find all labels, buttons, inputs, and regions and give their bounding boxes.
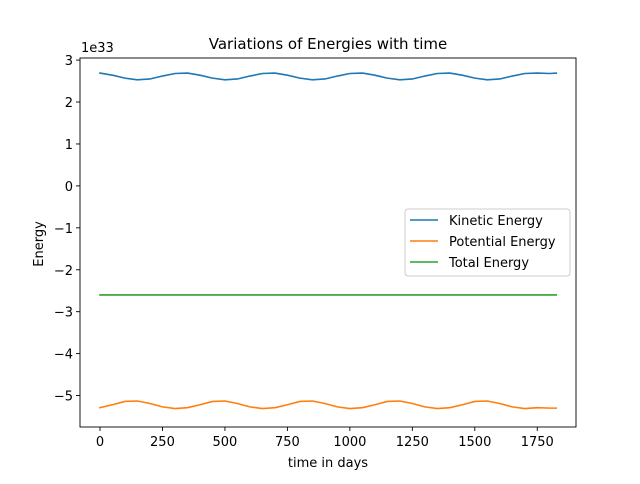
legend: Kinetic Energy Potential Energy Total Ener… <box>404 208 571 277</box>
y-axis-label: Energy <box>32 221 47 267</box>
series-line-1 <box>99 72 558 81</box>
y-tick-label: 3 <box>65 54 73 69</box>
axes-frame <box>79 57 577 428</box>
legend-box <box>404 208 571 277</box>
x-tick-label: 1500 <box>458 435 491 450</box>
y-tick-label: −1 <box>54 222 73 237</box>
legend-label-1: Kinetic Energy <box>449 214 543 229</box>
legend-label-3: Total Energy <box>448 256 529 271</box>
y-tick-label: −2 <box>54 264 73 279</box>
x-tick-label: 500 <box>213 435 238 450</box>
legend-label-2: Potential Energy <box>449 235 556 250</box>
series-line-2 <box>99 400 558 410</box>
x-tick-label: 1250 <box>396 435 429 450</box>
x-tick-label: 250 <box>150 435 175 450</box>
plot-area: 0 250 500 750 1000 1250 1500 1750 3 2 1 0 −1 −2 −3 −4 −5 <box>54 54 577 450</box>
y-tick-label: 1 <box>65 138 73 153</box>
x-tick-label: 1000 <box>333 435 366 450</box>
x-axis-label: time in days <box>288 456 368 471</box>
x-tick-label: 750 <box>275 435 300 450</box>
y-tick-label: −5 <box>54 390 73 405</box>
x-tick-label: 1750 <box>521 435 554 450</box>
chart-title: Variations of Energies with time <box>209 35 447 53</box>
y-tick-label: 2 <box>65 96 73 111</box>
y-offset-text: 1e33 <box>81 41 114 56</box>
y-tick-label: −4 <box>54 348 73 363</box>
y-tick-label: 0 <box>65 180 73 195</box>
y-tick-label: −3 <box>54 306 73 321</box>
x-tick-label: 0 <box>96 435 104 450</box>
